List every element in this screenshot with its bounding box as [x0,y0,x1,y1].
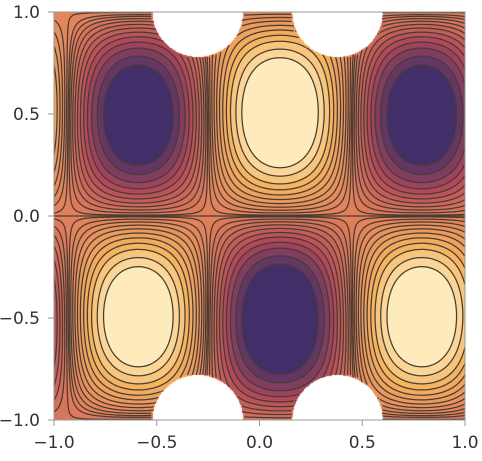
contour-lines [54,12,465,420]
contour-line [54,24,465,401]
contour-line [54,31,465,408]
contour-line [83,36,465,403]
contour-line [54,20,465,419]
contour-line [86,41,465,398]
contour-line [54,27,465,412]
contour-line [83,29,465,396]
contour-line [86,34,465,391]
plot-area [54,12,465,420]
contour-line [54,13,465,412]
contour-line [54,20,465,405]
contour-line [54,17,465,420]
y-tick-label: 0.5 [13,105,40,125]
y-tick-label: 0.0 [13,207,40,227]
contour-line [102,57,458,368]
contour-line [102,64,458,375]
contour-line [90,47,465,392]
y-tick-label: −1.0 [0,411,40,431]
x-tick-label: −0.5 [136,433,177,453]
y-axis: −1.0 −0.5 0.0 0.5 1.0 [0,3,55,431]
y-tick-label: 1.0 [13,3,40,23]
x-tick-label: 0.0 [246,433,273,453]
contour-line [54,23,465,416]
contour-line [54,16,465,409]
x-tick-label: 0.5 [349,433,376,453]
contour-line [90,40,465,385]
contour-line [54,15,465,418]
x-tick-label: 1.0 [451,433,478,453]
contour-line [54,12,465,415]
contour-line [54,14,465,417]
y-tick-label: −0.5 [0,309,40,329]
x-axis: −1.0 −0.5 0.0 0.5 1.0 [33,419,479,453]
contour-line [96,55,464,384]
x-tick-label: −1.0 [33,433,74,453]
contour-line [96,48,464,377]
